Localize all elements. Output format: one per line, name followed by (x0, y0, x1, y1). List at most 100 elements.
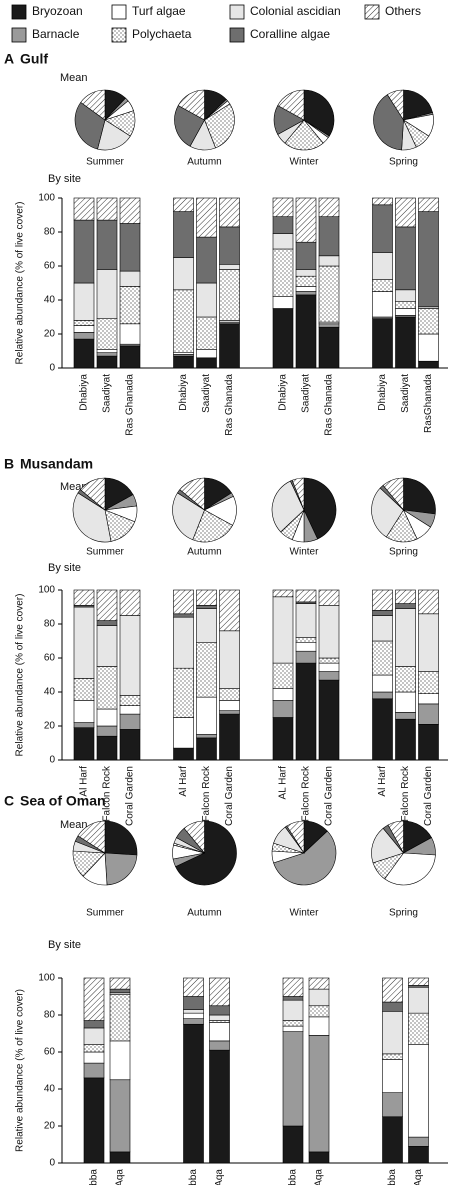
bar-segment (372, 691, 393, 700)
bar-segment (209, 1022, 230, 1042)
season-label: Spring (389, 157, 418, 168)
bar-segment (282, 1125, 304, 1164)
legend-label: Turf algae (132, 4, 186, 18)
bar-segment (295, 642, 317, 652)
pie-slice (371, 827, 405, 864)
bar-segment (295, 650, 317, 664)
bar-segment (96, 219, 118, 270)
bar-segment (219, 269, 240, 321)
bar-segment (295, 269, 317, 277)
pie-slice (79, 477, 106, 511)
bar-segment (173, 211, 194, 258)
bar-segment (372, 698, 393, 761)
site-label: Saadiyat (201, 374, 212, 413)
bar-segment (418, 703, 439, 725)
site-label: Dibba (288, 1169, 299, 1185)
bar-segment (272, 233, 294, 250)
panel-letter: A (4, 51, 14, 67)
bar-segment (73, 219, 95, 284)
bar-segment (295, 603, 317, 638)
site-label: Al Aqa (413, 1169, 424, 1185)
bar-segment (395, 301, 416, 309)
bar-segment (408, 986, 429, 1014)
bar-segment (173, 616, 194, 669)
y-tick-label: 60 (44, 1047, 56, 1058)
bar-segment (295, 275, 317, 287)
site-label: Falcon Rock (301, 765, 312, 822)
bar-segment (372, 589, 393, 611)
pie-slice (403, 89, 433, 121)
bar-segment (196, 357, 217, 369)
bar-segment (382, 1053, 403, 1060)
bar-segment (295, 637, 317, 643)
pie-title: Mean (60, 819, 88, 831)
bar-segment (395, 589, 416, 604)
pie-slice (204, 103, 235, 149)
legend-label: Others (385, 4, 421, 18)
bar-segment (173, 717, 194, 749)
bar-segment (173, 667, 194, 718)
pie-slice (284, 119, 324, 151)
bar-segment (395, 197, 416, 228)
site-label: Saadiyat (102, 374, 113, 413)
y-tick-label: 80 (44, 1010, 56, 1021)
bar-segment (83, 1051, 105, 1064)
bar-segment (418, 613, 439, 672)
pie-slice (77, 820, 106, 854)
bar-segment (295, 241, 317, 270)
site-label: Dhabiya (377, 374, 388, 411)
pie-slice (403, 477, 436, 515)
bar-segment (73, 727, 95, 761)
bar-segment (382, 1092, 403, 1118)
bar-segment (183, 1009, 204, 1014)
bar-segment (318, 326, 340, 369)
panel-title: Gulf (20, 51, 48, 67)
bar-segment (196, 236, 217, 284)
bar-segment (109, 994, 131, 1042)
bar-segment (408, 1012, 429, 1045)
bar-segment (196, 642, 217, 698)
bar-segment (209, 1005, 230, 1016)
pie-slice (271, 480, 305, 533)
pie-slice (291, 477, 305, 511)
bar-segment (408, 1136, 429, 1147)
bar-segment (372, 204, 393, 253)
pie-slice (175, 820, 237, 886)
legend-label: Barnacle (32, 27, 80, 41)
bar-segment (318, 662, 340, 672)
bar-segment (372, 279, 393, 292)
site-label: Dhabiya (79, 374, 90, 411)
legend-swatch (11, 4, 27, 20)
bar-segment (173, 289, 194, 353)
bar-segment (96, 666, 118, 710)
y-tick-label: 0 (49, 755, 55, 766)
bar-segment (119, 197, 141, 224)
bar-segment (119, 345, 141, 369)
bar-segment (173, 257, 194, 291)
legend-label: Polychaeta (132, 27, 192, 41)
bar-title: By site (48, 173, 81, 185)
season-label: Spring (389, 547, 418, 558)
bar-segment (83, 1027, 105, 1045)
y-tick-label: 80 (44, 227, 56, 238)
bar-segment (73, 606, 95, 679)
site-label: Al Harf (377, 766, 388, 797)
bar-segment (295, 286, 317, 292)
bar-segment (73, 589, 95, 606)
bar-segment (219, 630, 240, 689)
bar-segment (418, 308, 439, 335)
legend-swatch (364, 4, 380, 20)
site-label: RasGhanada (423, 374, 434, 433)
y-tick-label: 60 (44, 653, 56, 664)
bar-segment (318, 657, 340, 664)
pie-slice (183, 820, 205, 854)
season-label: Winter (290, 908, 320, 919)
site-label: Coral Garden (324, 766, 335, 826)
y-tick-label: 40 (44, 1084, 56, 1095)
pie-slice (382, 477, 404, 511)
season-label: Autumn (187, 547, 221, 558)
bar-segment (73, 282, 95, 321)
site-label: Dibba (387, 1169, 398, 1185)
bar-segment (372, 615, 393, 642)
